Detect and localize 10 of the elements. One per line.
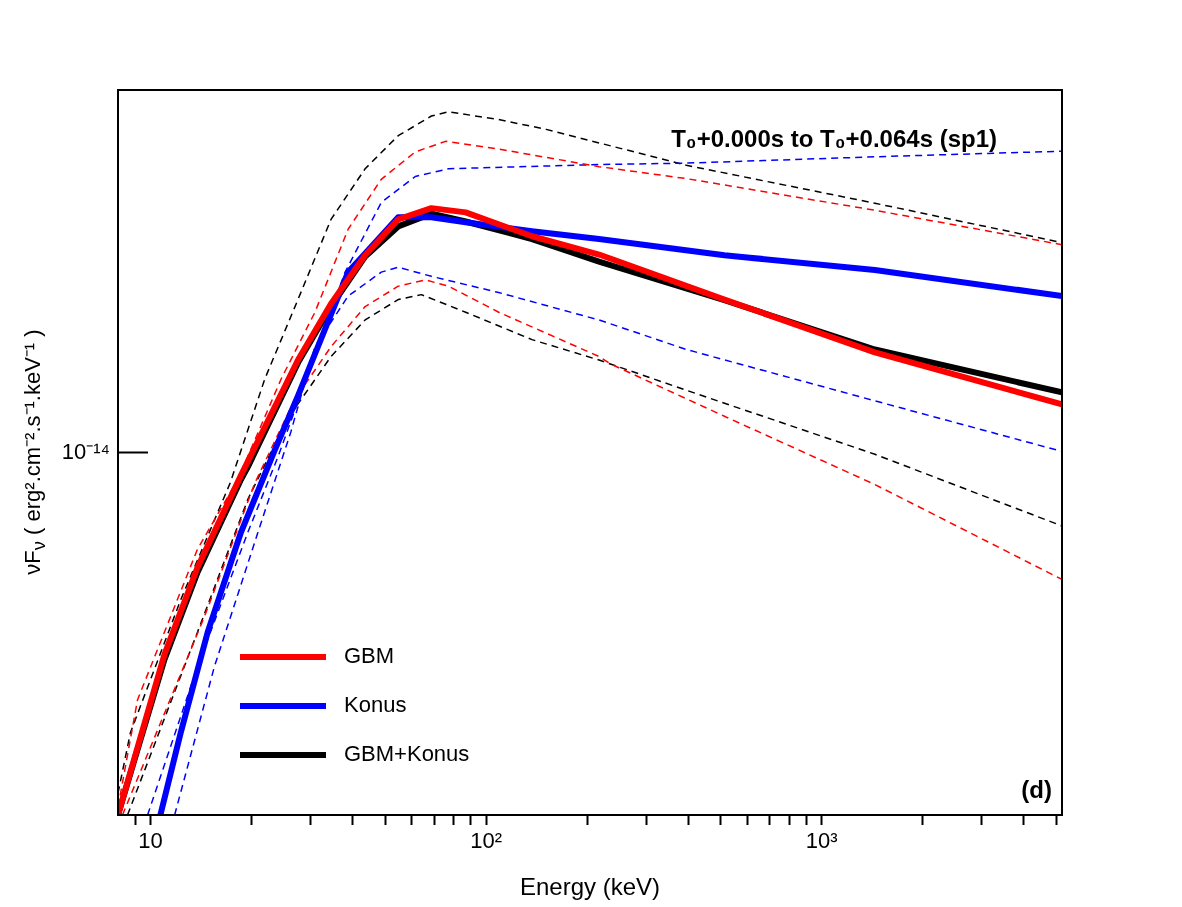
legend-label: GBM bbox=[344, 643, 395, 669]
x-tick-label: 10³ bbox=[805, 828, 838, 854]
legend-label: GBM+Konus bbox=[344, 741, 470, 767]
text: 10⁻¹⁴ bbox=[61, 438, 110, 464]
x-tick-label: 10² bbox=[470, 828, 503, 854]
x-axis-title: Energy (keV) bbox=[519, 873, 661, 901]
legend-label: Konus bbox=[344, 692, 407, 718]
annotation: (d) bbox=[1021, 775, 1052, 803]
text: T₀+0.000s to T₀+0.064s (sp1) bbox=[671, 124, 997, 152]
x-tick-label: 10 bbox=[138, 828, 163, 854]
